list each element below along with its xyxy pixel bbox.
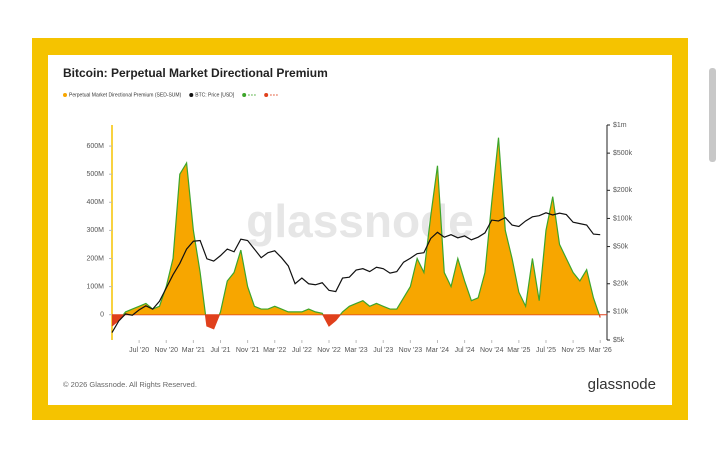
x-tick-label: Jul '22 xyxy=(292,347,312,354)
y2-tick-label: $5k xyxy=(613,337,625,344)
y-tick-label: 0 xyxy=(100,312,104,319)
y-tick-label: 500M xyxy=(86,171,104,178)
price-line xyxy=(111,212,601,333)
x-tick-label: Nov '25 xyxy=(561,347,585,354)
x-tick-label: Mar '21 xyxy=(182,347,205,354)
scrollbar xyxy=(709,68,716,162)
y-tick-label: 100M xyxy=(86,283,104,290)
legend-label: Perpetual Market Directional Premium (SE… xyxy=(69,92,182,98)
x-tick-label: Jul '21 xyxy=(210,347,230,354)
y-tick-label: 600M xyxy=(86,143,104,150)
x-tick-label: Nov '24 xyxy=(480,347,504,354)
premium-area xyxy=(112,137,601,329)
x-tick-label: Nov '23 xyxy=(399,347,423,354)
chart-title: Bitcoin: Perpetual Market Directional Pr… xyxy=(63,66,328,80)
y-tick-label: 400M xyxy=(86,199,104,206)
premium-line xyxy=(111,137,601,330)
legend-marker xyxy=(264,93,269,97)
x-tick-label: Mar '26 xyxy=(589,347,612,354)
y2-tick-label: $200k xyxy=(613,187,633,194)
legend-label: BTC: Price [USD] xyxy=(195,92,235,98)
y2-tick-label: $20k xyxy=(613,281,629,288)
y-tick-label: 300M xyxy=(86,227,104,234)
x-tick-label: Nov '21 xyxy=(236,347,260,354)
card xyxy=(48,55,672,405)
logo: glassnode xyxy=(588,376,656,393)
legend-marker xyxy=(63,93,67,97)
x-tick-label: Jul '20 xyxy=(129,347,149,354)
x-tick-label: Nov '22 xyxy=(317,347,341,354)
y2-tick-label: $100k xyxy=(613,215,633,222)
y2-tick-label: $500k xyxy=(613,150,633,157)
x-tick-label: Mar '24 xyxy=(426,347,449,354)
y2-tick-label: $50k xyxy=(613,243,629,250)
y-tick-label: 200M xyxy=(86,255,104,262)
x-tick-label: Jul '25 xyxy=(536,347,556,354)
footer: © 2026 Glassnode. All Rights Reserved. xyxy=(63,380,197,389)
x-tick-label: Nov '20 xyxy=(154,347,178,354)
x-tick-label: Jul '24 xyxy=(455,347,475,354)
legend-marker xyxy=(242,93,247,97)
y2-tick-label: $10k xyxy=(613,309,629,316)
y2-tick-label: $1m xyxy=(613,122,627,129)
x-tick-label: Jul '23 xyxy=(373,347,393,354)
x-tick-label: Mar '25 xyxy=(507,347,530,354)
x-tick-label: Mar '22 xyxy=(263,347,286,354)
x-tick-label: Mar '23 xyxy=(345,347,368,354)
legend-marker xyxy=(189,93,194,97)
